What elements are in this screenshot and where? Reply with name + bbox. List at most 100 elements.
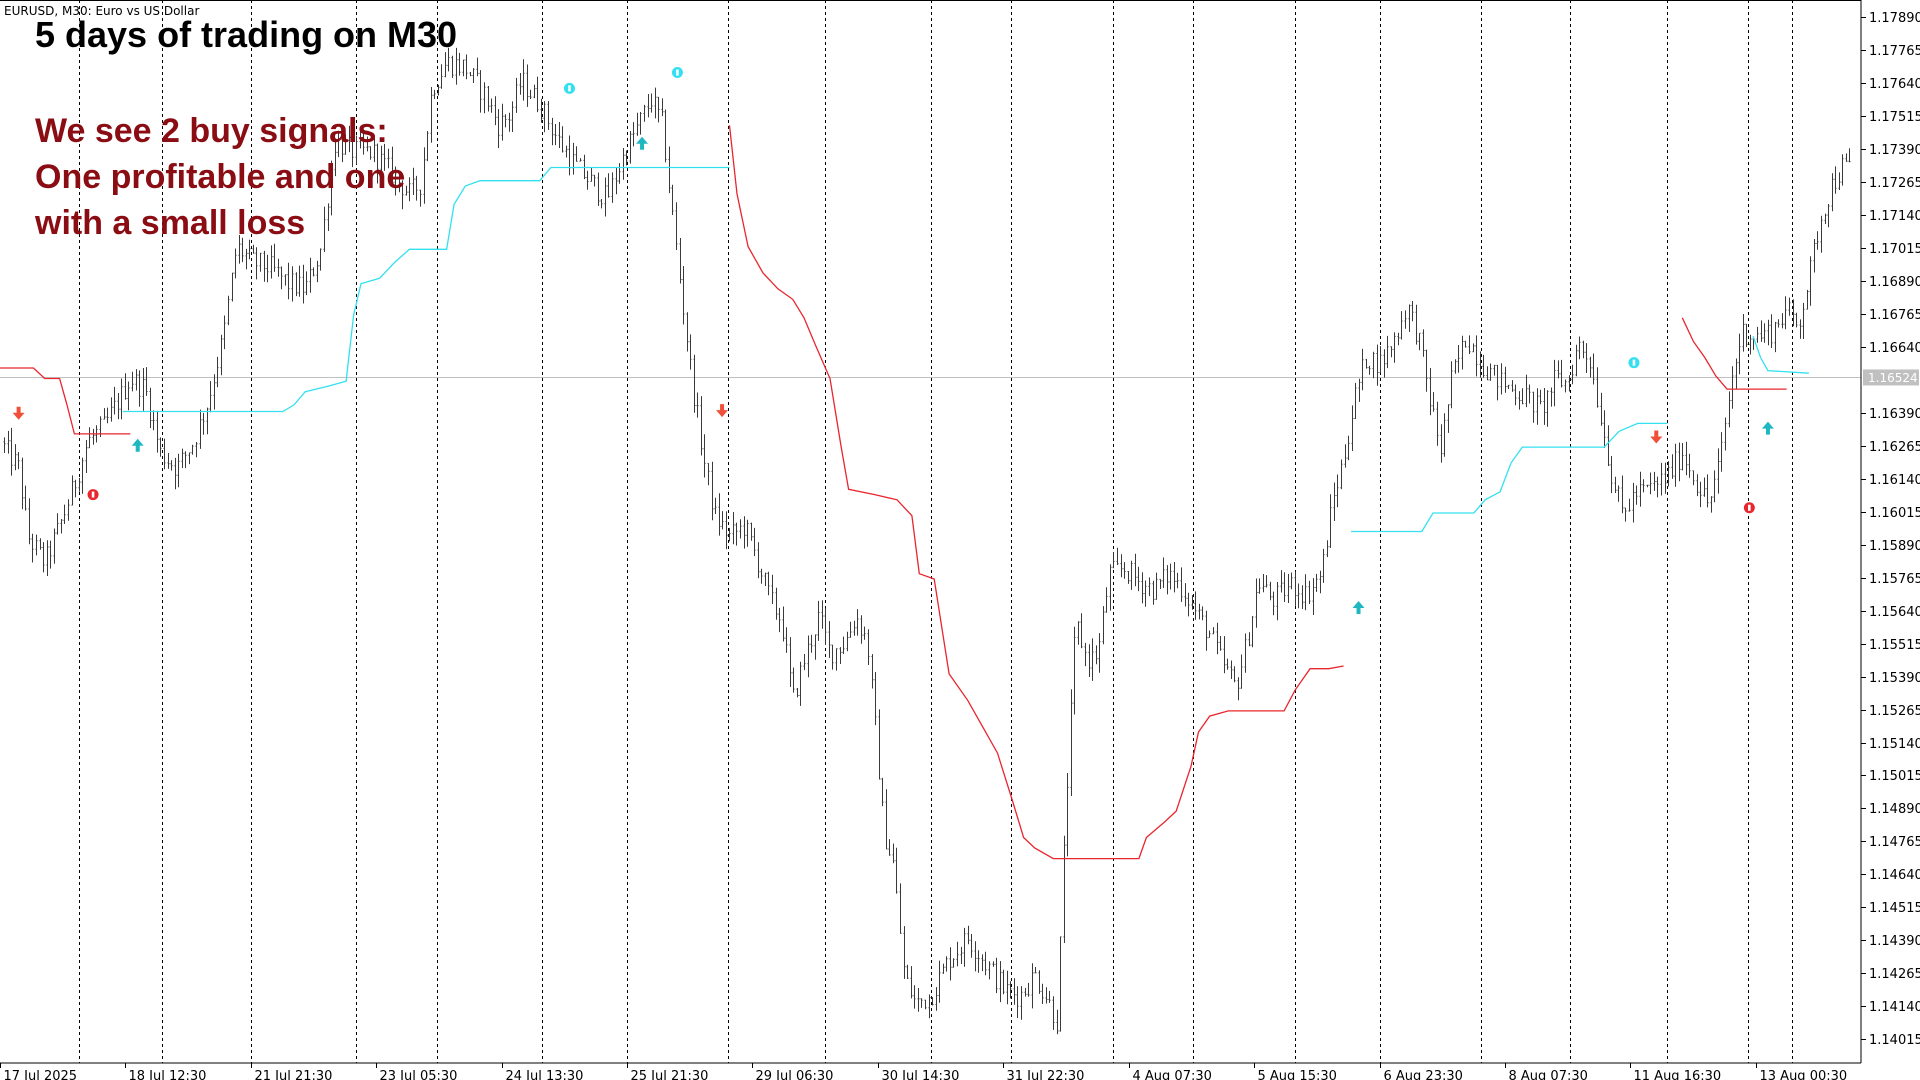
candle [718,493,721,536]
candle [53,528,56,564]
candle [1717,448,1720,494]
candle [138,370,141,407]
candle [455,47,458,85]
candle [1372,351,1375,379]
sell-arrow-icon [716,404,729,418]
candle [1351,405,1354,451]
candle [487,86,490,112]
candle [757,542,760,579]
candle [1440,424,1443,463]
candle [615,167,618,195]
candle [750,522,753,541]
candle [1500,363,1503,395]
candle [529,89,532,99]
candle [92,428,95,445]
price-tick-label: 1.16390 [1869,407,1920,422]
candle [1038,970,1041,994]
candle [1635,485,1638,505]
candle [408,177,411,202]
candle [1489,363,1492,381]
candle [867,629,870,665]
candle [1066,773,1069,857]
candle [1681,443,1684,471]
candle [1486,366,1489,381]
candle [1514,384,1517,406]
candle [362,132,365,155]
candle [188,452,191,465]
price-tick-label: 1.17140 [1869,209,1920,224]
candle [295,272,298,297]
candle [696,392,699,418]
candle [1205,610,1208,651]
candle [661,98,664,117]
candle [686,312,689,352]
time-axis[interactable]: 17 Jul 2025 18 Jul 12:30 21 Jul 21:30 23 Ju… [0,1063,1848,1080]
candle [316,260,319,283]
candle [1820,215,1823,253]
candle [888,839,891,856]
candle [202,412,205,435]
candle [1568,375,1571,392]
candle [1646,484,1649,488]
candle [913,985,916,1009]
annotation-note: We see 2 buy signals: One profitable and… [35,108,405,246]
candle [483,82,486,114]
candle [874,672,877,726]
candle [767,571,770,596]
candle [1322,548,1325,583]
candle [1340,459,1343,490]
sell-arrow-icon [12,406,25,420]
candle [817,600,820,641]
candle [1159,578,1162,589]
candle [1528,384,1531,404]
candle [977,950,980,973]
candle [828,621,831,658]
annotation-note-line: with a small loss [35,204,306,242]
candle [1297,583,1300,609]
candle [135,369,138,391]
candle [1664,462,1667,494]
candle [430,87,433,143]
candle [1845,153,1848,162]
candle [46,540,49,576]
candle [337,130,340,158]
candle [1077,621,1080,645]
candle [209,381,212,413]
candle [35,534,38,556]
candle [103,408,106,420]
candle [1802,302,1805,339]
candle [775,587,778,620]
candle [814,634,817,660]
candle [85,440,88,473]
candle [195,442,198,458]
trailing-stop-lines [0,125,1809,860]
candle [945,956,948,972]
candle [1834,166,1837,194]
candle [1244,633,1247,673]
candle [60,519,63,534]
candle [312,267,315,277]
candle [1272,591,1275,616]
candle [447,47,450,72]
price-tick-label: 1.15640 [1869,605,1920,620]
candle [1027,982,1030,997]
candle [871,654,874,689]
candle [1660,462,1663,496]
price-tick-label: 1.15765 [1869,572,1920,587]
candle [259,252,262,272]
candle [1464,340,1467,348]
candle [348,125,351,153]
candle [992,961,995,967]
candle [778,607,781,633]
candle [341,131,344,163]
candle [1141,572,1144,604]
candle [842,636,845,654]
candle [1344,444,1347,468]
candle [415,175,418,201]
candle [920,998,923,1008]
candle [1504,366,1507,393]
candle [725,511,728,550]
price-axis[interactable]: 1.17890 1.17765 1.17640 1.17515 1.17390 1.172… [1861,11,1920,1048]
candle [383,143,386,171]
